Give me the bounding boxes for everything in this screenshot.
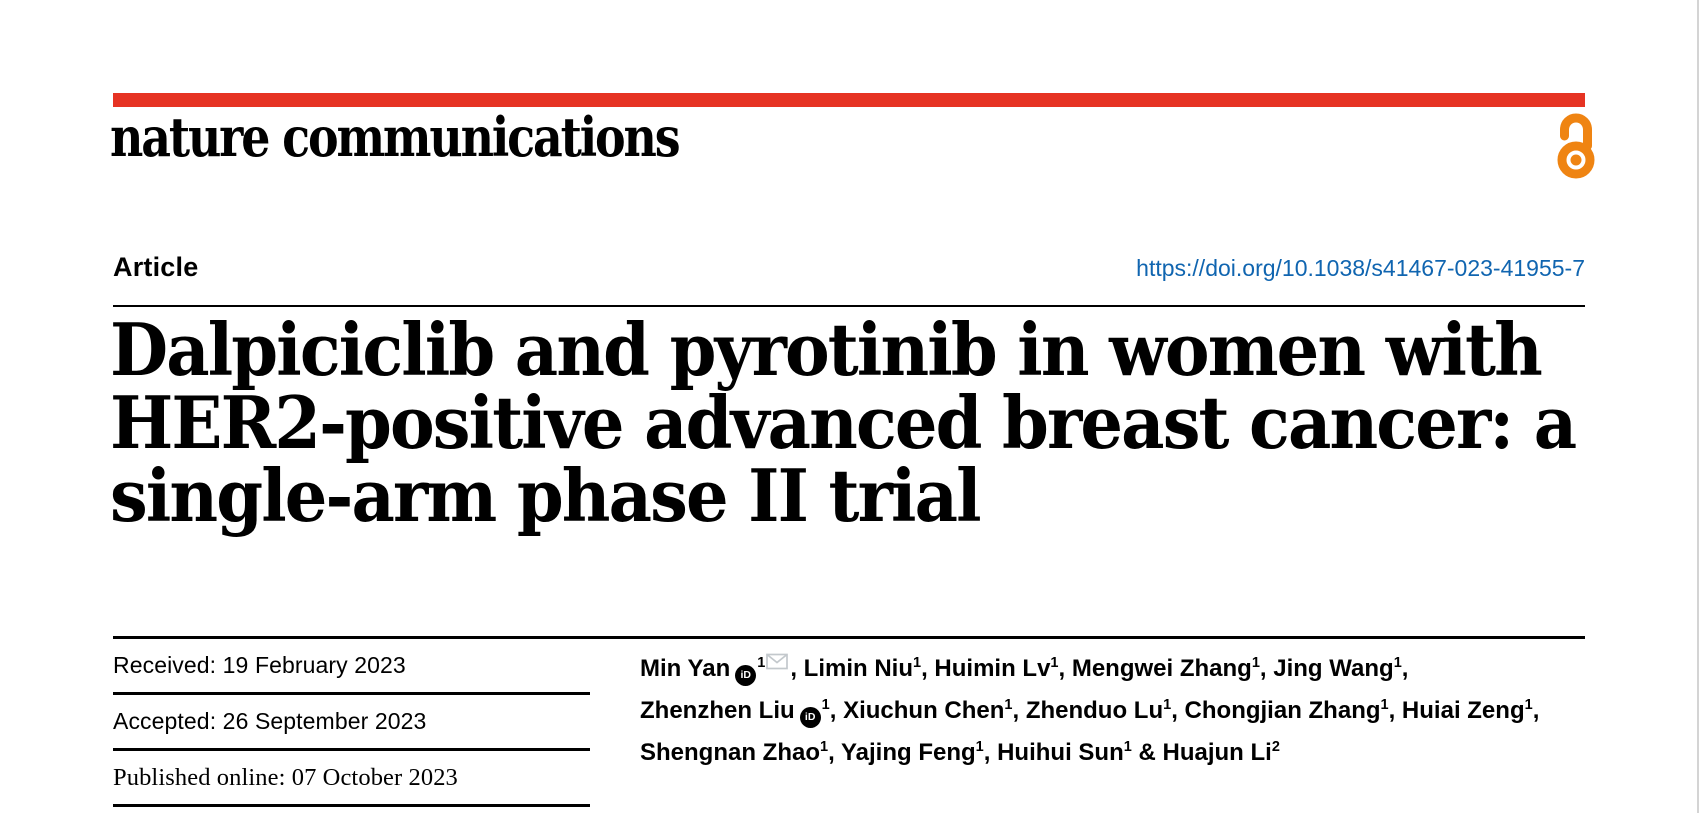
- author-name-text: & Huajun Li: [1131, 739, 1272, 766]
- affiliation-superscript: 1: [1393, 655, 1402, 671]
- affiliation-superscript: 1: [1050, 655, 1059, 671]
- author-name-text: , Limin Niu: [790, 655, 913, 682]
- author-name-text: Zhenzhen Liu: [640, 697, 795, 724]
- brand-bar: [113, 93, 1585, 107]
- published-online-row: Published online: 07 October 2023: [113, 751, 590, 807]
- author-name-text: ,: [1532, 697, 1540, 724]
- accepted-date-row: Accepted: 26 September 2023: [113, 695, 590, 751]
- author-name-text: , Zhenduo Lu: [1012, 697, 1164, 724]
- author-name-text: , Mengwei Zhang: [1058, 655, 1252, 682]
- author-name-text: , Chongjian Zhang: [1171, 697, 1381, 724]
- author-name-text: , Huimin Lv: [921, 655, 1051, 682]
- doi-link[interactable]: https://doi.org/10.1038/s41467-023-41955…: [1136, 255, 1585, 281]
- affiliation-superscript: 1: [1004, 697, 1013, 713]
- metadata-top-rule: [113, 636, 1585, 639]
- affiliation-superscript: 2: [1271, 739, 1280, 755]
- journal-logo: nature communications: [110, 105, 681, 169]
- author-line: Zhenzhen Liu iD1, Xiuchun Chen1, Zhenduo …: [640, 687, 1539, 729]
- affiliation-superscript: 1: [1163, 697, 1172, 713]
- author-name-text: ,: [1401, 655, 1409, 682]
- affiliation-superscript: 1: [757, 655, 766, 671]
- affiliation-superscript: 1: [975, 739, 984, 755]
- author-name-text: Shengnan Zhao: [640, 739, 820, 766]
- affiliation-superscript: 1: [1524, 697, 1533, 713]
- author-name-text: , Huiai Zeng: [1388, 697, 1525, 724]
- affiliation-superscript: 1: [913, 655, 922, 671]
- page-title: Dalpiciclib and pyrotinib in women with …: [110, 307, 1577, 538]
- title-line-1: Dalpiciclib and pyrotinib in women with: [110, 307, 1543, 392]
- envelope-icon[interactable]: [765, 653, 790, 682]
- author-name-text: , Huihui Sun: [983, 739, 1124, 766]
- author-name-text: , Jing Wang: [1259, 655, 1394, 682]
- orcid-icon[interactable]: iD: [799, 707, 821, 728]
- author-name-text: Min Yan: [640, 655, 731, 682]
- page-edge-border: [1697, 0, 1699, 813]
- received-date-row: Received: 19 February 2023: [113, 639, 590, 695]
- author-line: Min Yan iD1, Limin Niu1, Huimin Lv1, Meng…: [640, 645, 1510, 687]
- dates-column: Received: 19 February 2023 Accepted: 26 …: [113, 639, 590, 807]
- affiliation-superscript: 1: [1251, 655, 1260, 671]
- title-line-3: single-arm phase II trial: [110, 453, 982, 538]
- affiliation-superscript: 1: [1123, 739, 1132, 755]
- author-line: Shengnan Zhao1, Yajing Feng1, Huihui Sun…: [640, 729, 1510, 771]
- affiliation-superscript: 1: [821, 697, 830, 713]
- affiliation-superscript: 1: [1380, 697, 1389, 713]
- author-name-text: , Yajing Feng: [828, 739, 976, 766]
- open-access-padlock-icon: [1554, 108, 1598, 180]
- author-name-text: , Xiuchun Chen: [829, 697, 1005, 724]
- author-list: Min Yan iD1, Limin Niu1, Huimin Lv1, Meng…: [640, 645, 1539, 771]
- article-type-label: Article: [113, 252, 199, 282]
- header-rule: [113, 305, 1585, 307]
- title-line-2: HER2-positive advanced breast cancer: a: [110, 380, 1577, 465]
- article-header-row: Article https://doi.org/10.1038/s41467-0…: [113, 252, 1585, 283]
- affiliation-superscript: 1: [820, 739, 829, 755]
- orcid-icon[interactable]: iD: [735, 665, 757, 686]
